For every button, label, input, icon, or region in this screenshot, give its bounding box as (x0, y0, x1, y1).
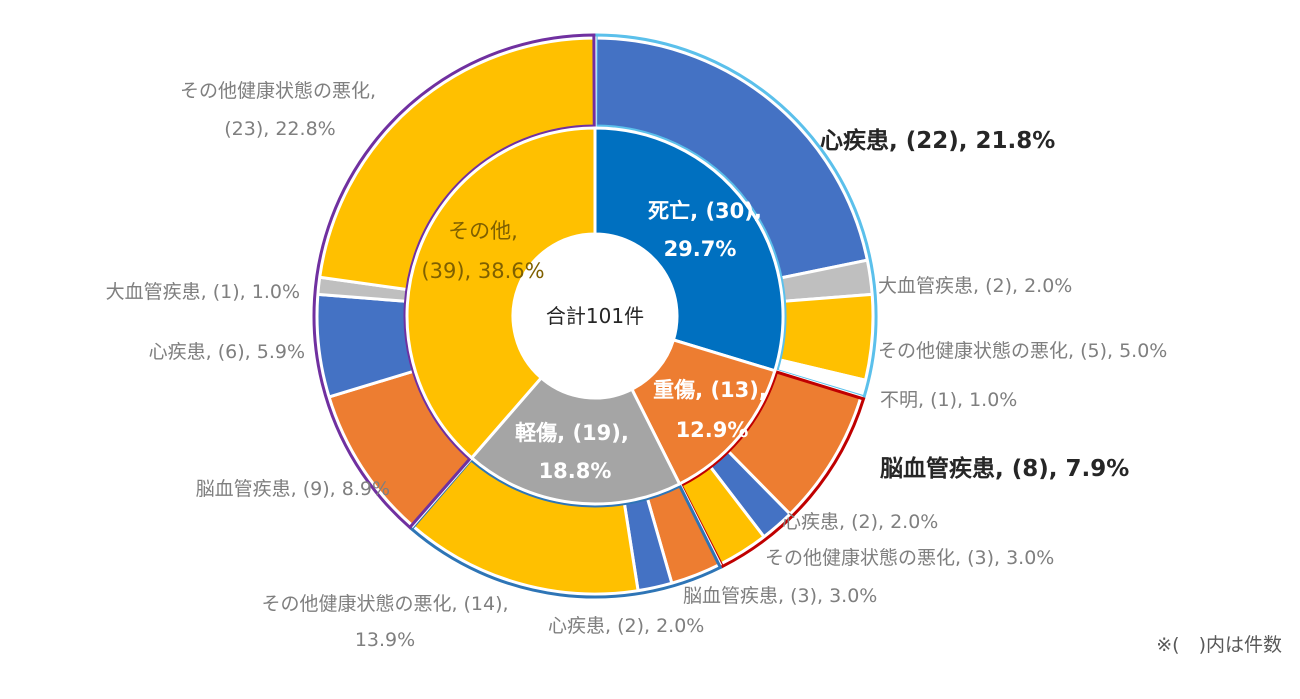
label-death-unknown: 不明, (1), 1.0% (880, 389, 1017, 411)
label-death: 死亡, (30), (648, 199, 762, 223)
label-minor: 軽傷, (19), (515, 421, 629, 445)
label-serious-stroke: 脳血管疾患, (8), 7.9% (880, 455, 1129, 482)
total-label: 合計101件 (546, 304, 644, 328)
slice-other-border (312, 33, 596, 530)
label-minor-stroke: 脳血管疾患, (3), 3.0% (683, 585, 877, 607)
label-serious: 重傷, (13), (653, 378, 767, 402)
label-serious-pct: 12.9% (676, 418, 749, 442)
count-note: ※( )内は件数 (1156, 634, 1282, 656)
slice-minor-border (409, 457, 723, 599)
label-minor-pct: 18.8% (539, 459, 612, 483)
label-other-pct: (39), 38.6% (421, 259, 544, 283)
label-death-heart: 心疾患, (22), 21.8% (820, 127, 1055, 154)
label-other-stroke: 脳血管疾患, (9), 8.9% (196, 478, 390, 500)
slice-serious-border (679, 370, 866, 569)
label-other-vascular: 大血管疾患, (1), 1.0% (106, 281, 300, 303)
label-serious-health: その他健康状態の悪化, (3), 3.0% (765, 547, 1054, 569)
label-other-health: その他健康状態の悪化, (180, 80, 376, 102)
label-minor-health: その他健康状態の悪化, (14), (261, 593, 508, 615)
label-serious-heart: 心疾患, (2), 2.0% (782, 511, 938, 533)
label-death-health: その他健康状態の悪化, (5), 5.0% (878, 340, 1167, 362)
label-minor-health-pct: 13.9% (355, 629, 415, 651)
slice-death-border (594, 33, 878, 399)
label-other-heart: 心疾患, (6), 5.9% (149, 341, 305, 363)
label-death-vascular: 大血管疾患, (2), 2.0% (878, 275, 1072, 297)
label-other-health-pct: (23), 22.8% (224, 118, 335, 140)
label-death-pct: 29.7% (664, 237, 737, 261)
label-minor-heart: 心疾患, (2), 2.0% (548, 615, 704, 637)
center-hole (513, 234, 677, 398)
label-other: その他, (448, 219, 518, 243)
inner-ring (405, 126, 785, 506)
outer-ring (312, 33, 878, 599)
